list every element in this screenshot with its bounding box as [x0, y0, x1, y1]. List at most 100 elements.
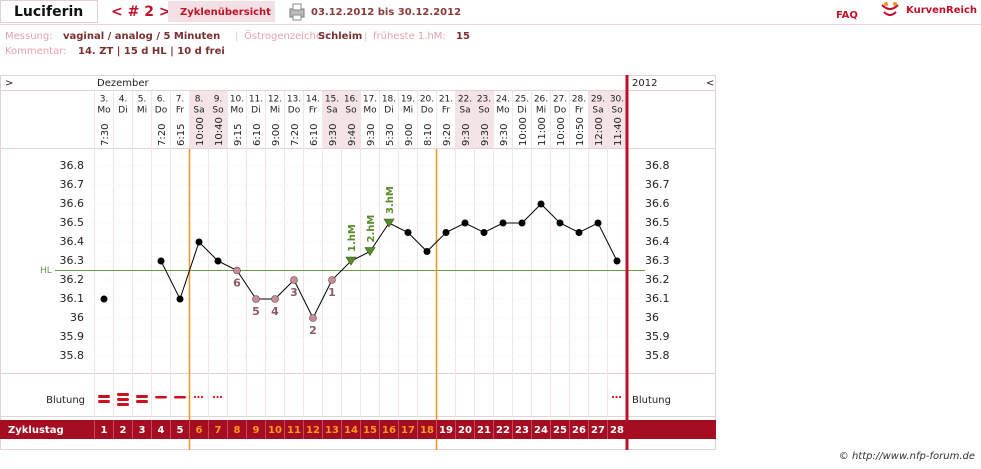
date-label: 8.: [195, 95, 204, 105]
temperature-point: [100, 295, 108, 303]
high-marker: [364, 247, 376, 257]
temperature-point: [480, 229, 488, 236]
column-header-bg: [170, 91, 190, 148]
date-label: 12.: [268, 95, 282, 105]
cycle-day: 3: [139, 425, 146, 436]
user-name: Luciferin: [14, 4, 83, 20]
weekday-label: Do: [421, 106, 434, 116]
weekday-label: Sa: [592, 106, 603, 116]
date-label: 3.: [100, 95, 109, 105]
date-label: 20.: [420, 95, 434, 105]
time-label: 10:00: [556, 117, 567, 146]
time-label: 12:00: [594, 117, 605, 146]
column-header-bg: [550, 91, 570, 148]
temperature-point: [214, 257, 222, 265]
cycle-nav[interactable]: < # 2 >: [111, 4, 171, 20]
temperature-point: [404, 229, 412, 236]
weekday-label: Do: [288, 106, 301, 116]
column-header-bg: [455, 91, 475, 148]
column-header-bg: [379, 91, 399, 148]
date-label: 21.: [439, 95, 453, 105]
cycle-day: 2: [120, 425, 127, 436]
y-tick-label: 35.9: [60, 330, 85, 343]
weekday-label: Mi: [403, 106, 413, 116]
cycle-day: 11: [287, 425, 301, 436]
low-label: 6: [233, 277, 241, 290]
column-header-bg: [531, 91, 551, 148]
date-label: 4.: [119, 95, 128, 105]
faq-link[interactable]: FAQ: [836, 10, 858, 21]
cycle-day: 6: [196, 425, 203, 436]
weekday-label: Fr: [575, 106, 584, 116]
cycle-day-band: [0, 420, 716, 439]
time-label: 9:15: [233, 124, 244, 146]
column-header-bg: [151, 91, 171, 148]
column-header-bg: [94, 91, 114, 148]
weekday-label: Di: [251, 106, 260, 116]
low-marker: [233, 266, 241, 275]
weekday-label: Sa: [326, 106, 337, 116]
temperature-point: [556, 219, 564, 227]
date-label: 15.: [325, 95, 339, 105]
overview-link[interactable]: Zyklenübersicht: [180, 7, 271, 18]
print-icon[interactable]: [289, 3, 305, 21]
y-tick-label: 36.8: [645, 159, 670, 172]
temperature-point: [176, 295, 184, 303]
temperature-point: [518, 219, 526, 227]
weekday-label: So: [212, 106, 224, 116]
temperature-point: [442, 229, 450, 236]
date-label: 23.: [477, 95, 491, 105]
column-header-bg: [189, 91, 209, 148]
date-label: 19.: [401, 95, 415, 105]
temperature-point: [461, 219, 469, 227]
date-label: 18.: [382, 95, 396, 105]
nav-prev[interactable]: >: [5, 78, 13, 89]
brand-logo: [881, 2, 899, 16]
y-tick-label: 36.3: [645, 254, 670, 267]
y-tick-label: 36.4: [60, 235, 85, 248]
year-label: 2012: [632, 78, 657, 89]
date-label: 26.: [534, 95, 548, 105]
column-header-bg: [417, 91, 437, 148]
weekday-label: So: [345, 106, 357, 116]
date-label: 13.: [287, 95, 301, 105]
weekday-label: Di: [517, 106, 526, 116]
column-header-bg: [398, 91, 418, 148]
low-label: 1: [328, 286, 336, 299]
name-box: [0, 0, 98, 23]
column-header-bg: [569, 91, 589, 148]
cycle-day: 4: [158, 425, 165, 436]
cycle-day: 8: [234, 425, 241, 436]
temperature-point: [613, 257, 621, 265]
time-label: 5:30: [385, 124, 396, 146]
weekday-label: Mo: [230, 106, 244, 116]
time-label: 7:20: [290, 124, 301, 146]
column-header-bg: [208, 91, 228, 148]
low-marker: [328, 276, 336, 284]
cycle-day: 28: [610, 425, 624, 436]
cycle-day: 12: [306, 425, 320, 436]
brand-name: KurvenReich: [906, 5, 977, 16]
column-header-bg: [607, 91, 627, 148]
time-label: 6:10: [252, 124, 263, 146]
weekday-label: Mo: [363, 106, 377, 116]
month-label: Dezember: [97, 78, 149, 89]
cycle-day: 17: [401, 425, 415, 436]
column-header-bg: [132, 91, 152, 148]
date-label: 17.: [363, 95, 377, 105]
low-marker: [252, 295, 260, 303]
weekday-label: Do: [155, 106, 168, 116]
time-label: 7:30: [100, 124, 111, 146]
comment-value: 14. ZT | 15 d HL | 10 d frei: [78, 46, 225, 57]
cycle-day: 14: [344, 425, 358, 436]
date-label: 5.: [138, 95, 147, 105]
bleeding-label: Blutung: [632, 395, 671, 406]
overview-tab[interactable]: [168, 1, 275, 22]
nav-next[interactable]: <: [706, 78, 714, 89]
low-label: 2: [309, 324, 317, 337]
y-tick-label: 36.7: [60, 178, 85, 191]
date-label: 11.: [249, 95, 263, 105]
cycle-day: 16: [382, 425, 396, 436]
